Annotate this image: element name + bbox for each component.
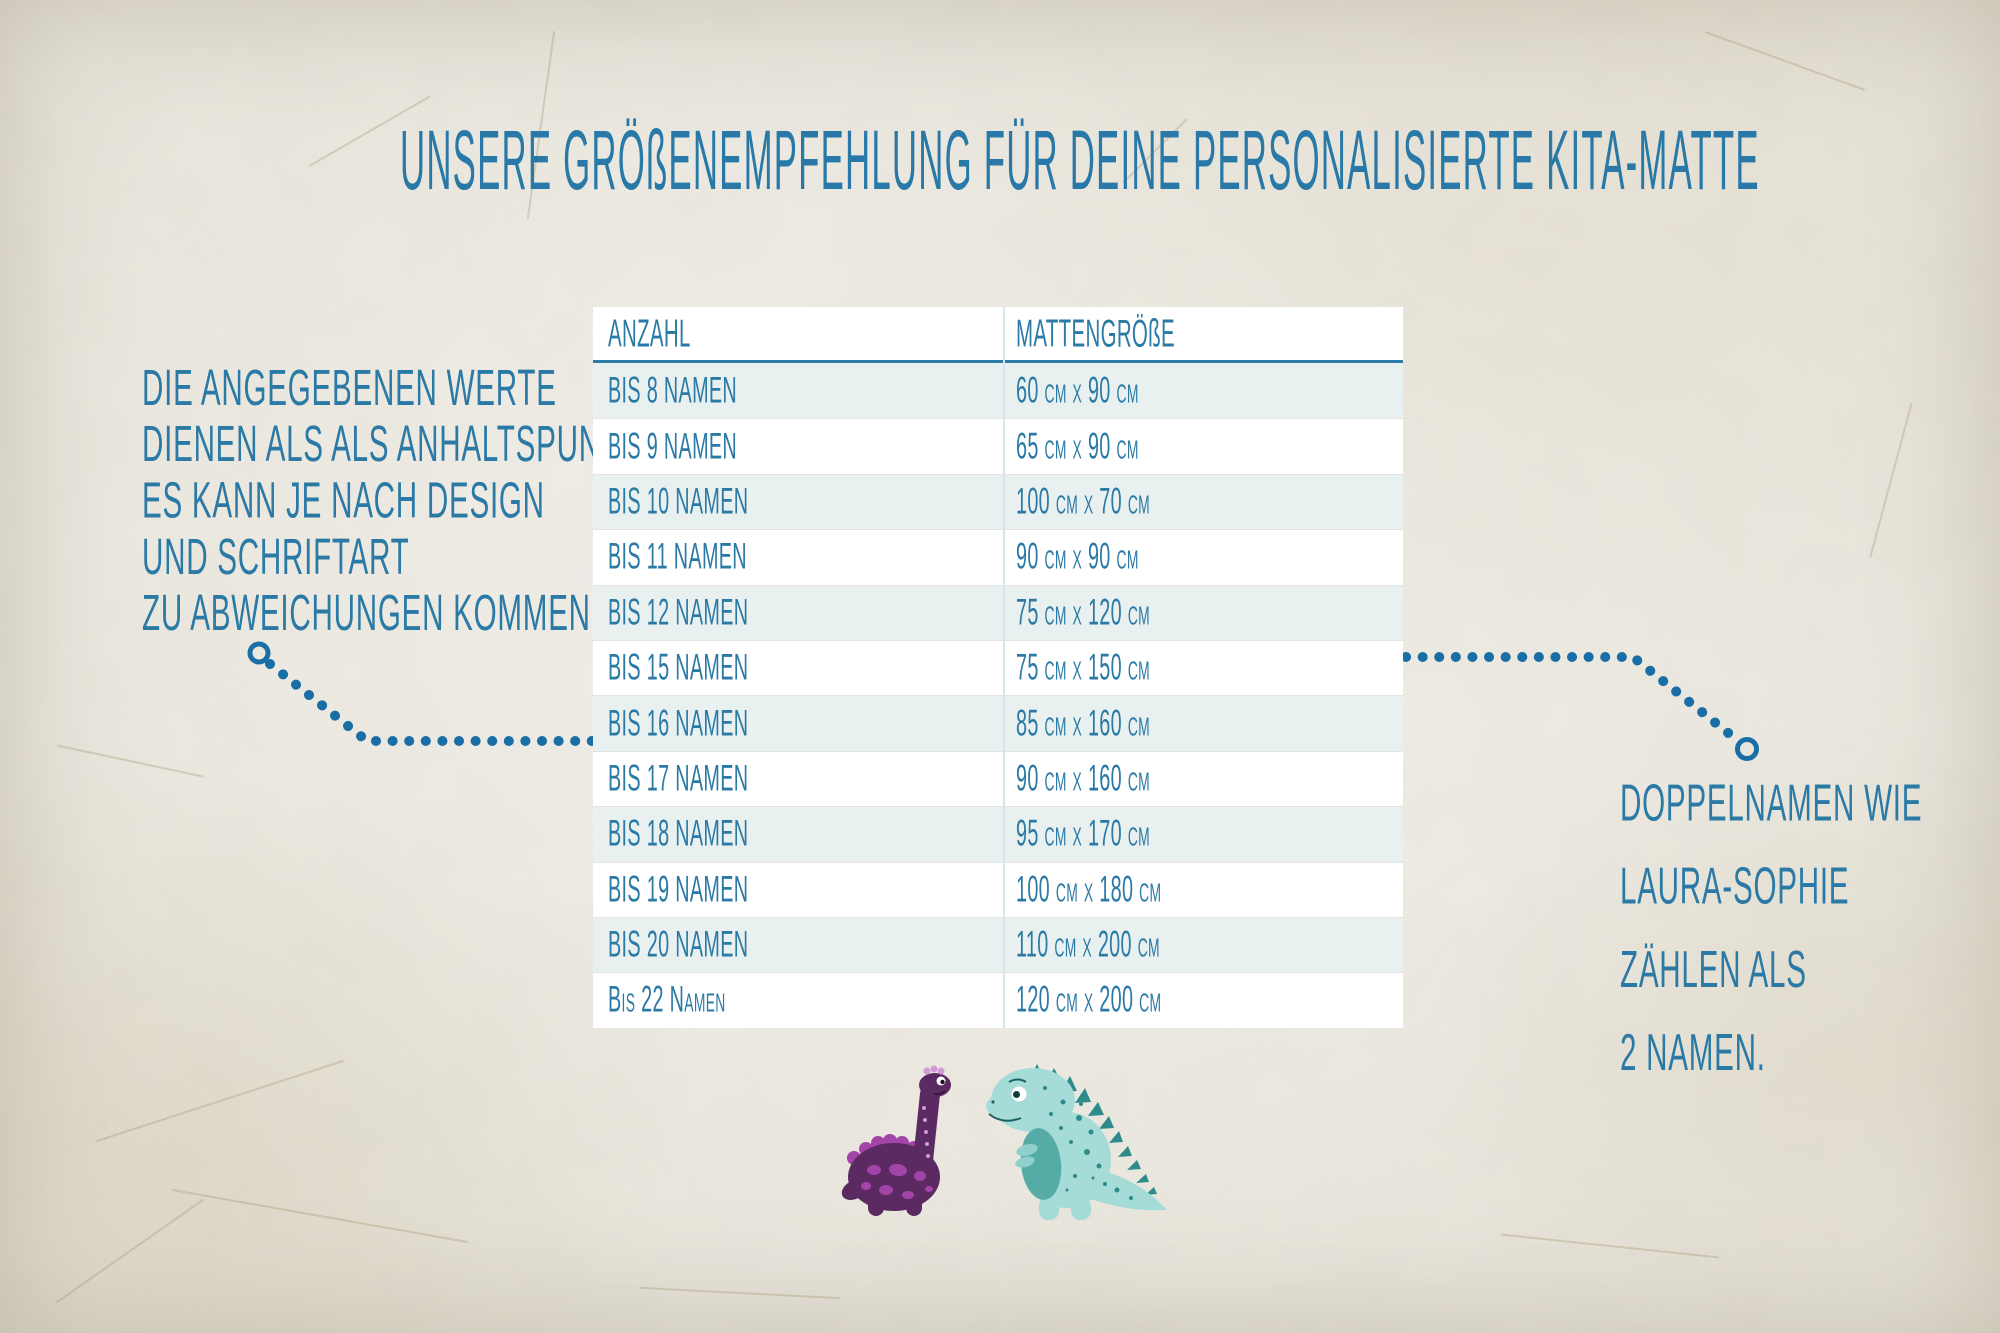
table-row: BIS 16 NAMEN 85 cm x 160 cm <box>593 695 1403 751</box>
cell-groesse: 75 cm x 150 cm <box>1016 646 1151 689</box>
purple-dino-illustration <box>841 1065 951 1216</box>
cell-groesse: 85 cm x 160 cm <box>1016 702 1151 744</box>
teal-dino-illustration <box>986 1064 1167 1220</box>
left-connector-ring <box>247 641 271 665</box>
left-annotation-line: UND SCHRIFTART <box>142 528 410 586</box>
left-annotation: DIE ANGEGEBENEN WERTE DIENEN ALS ALS ANH… <box>142 360 646 642</box>
left-annotation-line: ZU ABWEICHUNGEN KOMMEN. <box>142 585 600 642</box>
cell-anzahl: Bis 22 Namen <box>608 979 726 1021</box>
cell-anzahl: BIS 17 NAMEN <box>608 757 749 799</box>
cell-anzahl: BIS 9 NAMEN <box>608 425 738 467</box>
table-row: Bis 22 Namen 120 cm x 200 cm <box>593 972 1403 1028</box>
teal-dino-snout <box>986 1095 1016 1117</box>
teal-dino-nostril <box>991 1100 995 1104</box>
cell-groesse: 95 cm x 170 cm <box>1016 813 1151 855</box>
table-row: BIS 20 NAMEN 110 cm x 200 cm <box>593 916 1403 973</box>
cell-groesse: 65 cm x 90 cm <box>1016 425 1139 467</box>
left-annotation-line: DIE ANGEGEBENEN WERTE <box>142 360 557 417</box>
paper-scratch <box>56 744 204 778</box>
left-annotation-line: DIENEN ALS ALS ANHALTSPUNKT. <box>142 416 646 473</box>
cell-groesse: 75 cm x 120 cm <box>1016 591 1151 633</box>
cell-anzahl: BIS 10 NAMEN <box>608 480 749 522</box>
purple-dino-pupil <box>940 1079 945 1085</box>
table-row: BIS 17 NAMEN 90 cm x 160 cm <box>593 750 1403 807</box>
header-anzahl: ANZAHL <box>608 311 691 355</box>
cell-anzahl: BIS 8 NAMEN <box>608 369 738 411</box>
right-connector-line <box>1401 652 1742 745</box>
table-row: BIS 15 NAMEN 75 cm x 150 cm <box>593 639 1403 696</box>
paper-scratch <box>640 1286 840 1300</box>
table-row: BIS 9 NAMEN 65 cm x 90 cm <box>593 418 1403 474</box>
size-table: ANZAHL MATTENGRÖßE BIS 8 NAMEN 60 cm x 9… <box>593 307 1403 1028</box>
left-annotation-line: ES KANN JE NACH DESIGN <box>142 472 545 529</box>
table-row: BIS 18 NAMEN 95 cm x 170 cm <box>593 806 1403 862</box>
header-mattengroesse: MATTENGRÖßE <box>1016 311 1175 355</box>
cell-anzahl: BIS 15 NAMEN <box>608 646 749 689</box>
cell-anzahl: BIS 12 NAMEN <box>608 591 749 633</box>
right-annotation-line: LAURA-SOPHIE <box>1620 858 1850 916</box>
right-annotation-line: ZÄHLEN ALS <box>1620 941 1807 999</box>
cell-anzahl: BIS 11 NAMEN <box>608 536 747 578</box>
paper-scratch <box>1500 1233 1720 1259</box>
right-annotation: DOPPELNAMEN WIE LAURA-SOPHIE ZÄHLEN ALS … <box>1620 762 1922 1095</box>
right-annotation-line: 2 NAMEN. <box>1620 1024 1766 1082</box>
cell-anzahl: BIS 20 NAMEN <box>608 923 749 966</box>
table-row: BIS 12 NAMEN 75 cm x 120 cm <box>593 584 1403 640</box>
paper-scratch <box>55 1198 205 1304</box>
cell-groesse: 90 cm x 160 cm <box>1016 757 1151 799</box>
teal-dino-pupil <box>1013 1091 1020 1098</box>
paper-scratch <box>1869 402 1913 558</box>
cell-anzahl: BIS 19 NAMEN <box>608 868 749 910</box>
cell-groesse: 120 cm x 200 cm <box>1016 979 1162 1021</box>
page-title: UNSERE GRÖßENEMPFEHLUNG FÜR DEINE PERSON… <box>400 113 1760 208</box>
cell-groesse: 90 cm x 90 cm <box>1016 536 1139 578</box>
cell-groesse: 60 cm x 90 cm <box>1016 369 1139 411</box>
right-annotation-line: DOPPELNAMEN WIE <box>1620 775 1923 833</box>
cell-groesse: 100 cm x 70 cm <box>1016 480 1151 522</box>
table-row: BIS 8 NAMEN 60 cm x 90 cm <box>593 363 1403 419</box>
right-connector-ring <box>1735 737 1759 761</box>
table-row: BIS 10 NAMEN 100 cm x 70 cm <box>593 473 1403 530</box>
left-connector-line <box>265 659 601 746</box>
paper-scratch <box>1704 30 1866 92</box>
paper-scratch <box>172 1188 468 1244</box>
paper-scratch <box>96 1059 344 1143</box>
cell-groesse: 100 cm x 180 cm <box>1016 868 1162 910</box>
table-row: BIS 19 NAMEN 100 cm x 180 cm <box>593 861 1403 917</box>
cell-anzahl: BIS 18 NAMEN <box>608 813 749 855</box>
cell-anzahl: BIS 16 NAMEN <box>608 702 749 744</box>
table-row: BIS 11 NAMEN 90 cm x 90 cm <box>593 529 1403 585</box>
table-header-row: ANZAHL MATTENGRÖßE <box>593 307 1403 363</box>
cell-groesse: 110 cm x 200 cm <box>1016 923 1160 966</box>
